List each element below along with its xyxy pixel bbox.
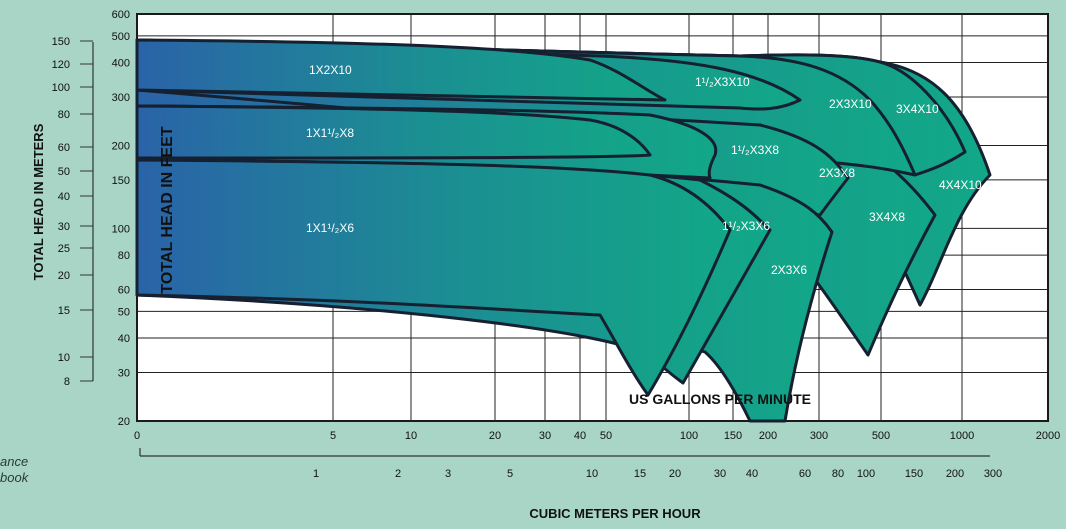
curve-label-9: 3X4X8 (869, 210, 905, 224)
top-x-tick-30: 30 (539, 430, 551, 442)
top-x-tick-300: 300 (810, 430, 828, 442)
y-meters-axis-label: TOTAL HEAD IN METERS (31, 123, 46, 280)
y-feet-tick-300: 300 (112, 92, 130, 104)
bottom-x-tick-1: 1 (313, 468, 319, 480)
left-fragment-line-1: ance (0, 454, 29, 469)
bottom-x-tick-80: 80 (832, 468, 844, 480)
bottom-x-tick-100: 100 (857, 468, 875, 480)
curve-label-12: 2X3X6 (771, 263, 807, 277)
y-meters-tick-30: 30 (58, 221, 70, 233)
bottom-x-tick-60: 60 (799, 468, 811, 480)
y-feet-axis-label: TOTAL HEAD IN FEET (159, 126, 176, 293)
y-feet-tick-150: 150 (112, 175, 130, 187)
pump-curves (135, 38, 992, 423)
curve-label-5: 4X4X10 (939, 178, 982, 192)
y-meters-tick-25: 25 (58, 243, 70, 255)
bottom-x-tick-20: 20 (669, 468, 681, 480)
bottom-x-tick-15: 15 (634, 468, 646, 480)
y-meters-tick-15: 15 (58, 305, 70, 317)
curve-1X1X8 (135, 104, 652, 160)
top-x-tick-5: 5 (330, 430, 336, 442)
y-feet-tick-50: 50 (118, 306, 130, 318)
y-feet-tick-500: 500 (112, 31, 130, 43)
y-meters-tick-40: 40 (58, 191, 70, 203)
bottom-x-tick-5: 5 (507, 468, 513, 480)
tick-labels: 0 5 10 20 30 40 50 100 150 200 300 500 1000 2000 1 2 3 5 1… (52, 9, 1061, 480)
top-x-tick-40: 40 (574, 430, 586, 442)
top-x-axis-label: US GALLONS PER MINUTE (629, 391, 811, 407)
bottom-x-axis-label: CUBIC METERS PER HOUR (529, 506, 701, 521)
y-feet-tick-80: 80 (118, 250, 130, 262)
y-meters-tick-20: 20 (58, 270, 70, 282)
bottom-x-tick-3: 3 (445, 468, 451, 480)
y-feet-tick-600: 600 (112, 9, 130, 21)
top-x-tick-10: 10 (405, 430, 417, 442)
curve-label-11: 1¹/₂X3X6 (722, 219, 770, 233)
curve-label-2: 1¹/₂X3X10 (695, 75, 750, 89)
bottom-x-tick-300: 300 (984, 468, 1002, 480)
curve-label-7: 1¹/₂X3X8 (731, 143, 779, 157)
top-x-tick-50: 50 (600, 430, 612, 442)
top-x-tick-1000: 1000 (950, 430, 974, 442)
y-feet-tick-400: 400 (112, 58, 130, 70)
bottom-x-tick-10: 10 (586, 468, 598, 480)
curve-1X2X10 (135, 38, 667, 102)
curve-label-3: 2X3X10 (829, 97, 872, 111)
y-meters-tick-8: 8 (64, 376, 70, 388)
top-x-tick-20: 20 (489, 430, 501, 442)
y-feet-tick-100: 100 (112, 223, 130, 235)
y-feet-tick-30: 30 (118, 367, 130, 379)
curve-label-10: 1X1¹/₂X6 (306, 221, 354, 235)
top-x-tick-150: 150 (724, 430, 742, 442)
top-x-tick-200: 200 (759, 430, 777, 442)
curve-label-1: 1X2X10 (309, 63, 352, 77)
top-x-tick-500: 500 (872, 430, 890, 442)
y-meters-tick-10: 10 (58, 352, 70, 364)
bottom-x-tick-30: 30 (714, 468, 726, 480)
bottom-x-tick-2: 2 (395, 468, 401, 480)
bottom-x-tick-150: 150 (905, 468, 923, 480)
y-feet-tick-20: 20 (118, 416, 130, 428)
axes: US GALLONS PER MINUTE CUBIC METERS PER HO… (31, 42, 990, 521)
curve-label-6: 1X1¹/₂X8 (306, 126, 354, 140)
y-feet-tick-60: 60 (118, 285, 130, 297)
y-meters-tick-120: 120 (52, 59, 70, 71)
y-meters-tick-80: 80 (58, 109, 70, 121)
y-meters-tick-50: 50 (58, 166, 70, 178)
y-meters-tick-150: 150 (52, 36, 70, 48)
top-x-tick-100: 100 (680, 430, 698, 442)
y-feet-tick-40: 40 (118, 333, 130, 345)
curve-labels: 1X2X10 1¹/₂X3X10 2X3X10 3X4X10 4X4X10 1X1¹/₂X… (306, 63, 982, 277)
top-x-tick-2000: 2000 (1036, 430, 1060, 442)
y-meters-tick-100: 100 (52, 82, 70, 94)
left-fragment-line-2: book (0, 470, 29, 485)
top-x-tick-0: 0 (134, 430, 140, 442)
y-feet-tick-200: 200 (112, 140, 130, 152)
y-meters-tick-60: 60 (58, 142, 70, 154)
curve-label-8: 2X3X8 (819, 166, 855, 180)
curve-label-4: 3X4X10 (896, 102, 939, 116)
bottom-x-tick-200: 200 (946, 468, 964, 480)
bottom-x-tick-40: 40 (746, 468, 758, 480)
curve-1X1X6 (135, 158, 732, 397)
